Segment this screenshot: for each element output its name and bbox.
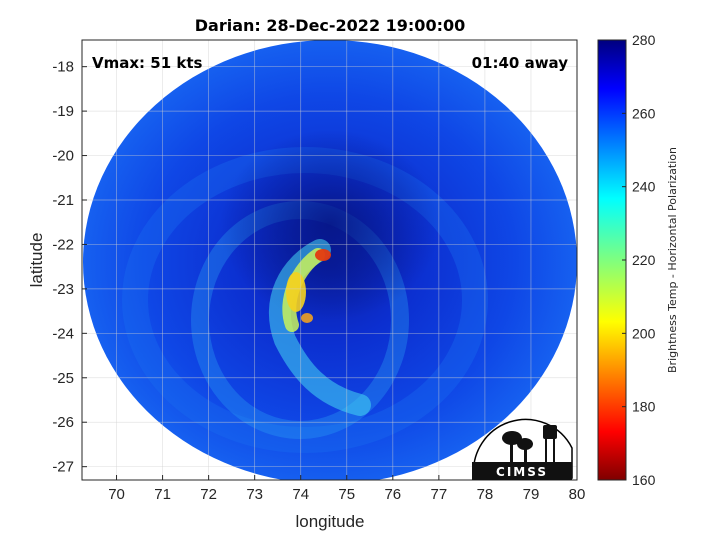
chart-title: Darian: 28-Dec-2022 19:00:00 [195, 16, 465, 35]
x-tick-label: 75 [338, 486, 355, 503]
vmax-annotation: Vmax: 51 kts [92, 54, 202, 72]
cimss-logo: CIMSS [472, 418, 573, 480]
colorbar-label: Brightness Temp - Horizontal Polarizatio… [666, 147, 679, 373]
x-tick-label: 79 [523, 486, 540, 503]
x-axis-label: longitude [295, 512, 364, 531]
colorbar-tick-label: 220 [632, 252, 656, 268]
x-tick-label: 77 [431, 486, 448, 503]
colorbar-tick-label: 240 [632, 179, 656, 195]
x-tick-label: 78 [477, 486, 494, 503]
y-tick-label: -19 [52, 103, 74, 120]
convection-hotspot [315, 249, 331, 261]
y-tick-label: -27 [52, 459, 74, 476]
x-ticks: 70 71 72 73 74 75 76 77 78 79 80 [108, 475, 585, 503]
satellite-dish-icon [502, 431, 533, 462]
logo-text: CIMSS [496, 465, 548, 479]
colorbar-tick-label: 280 [632, 32, 656, 48]
y-tick-label: -20 [52, 148, 74, 165]
grid [82, 40, 578, 480]
x-tick-label: 73 [246, 486, 263, 503]
y-tick-label: -21 [52, 192, 74, 209]
x-tick-label: 70 [108, 486, 125, 503]
colorbar-ticks: 280 260 240 220 200 180 160 [622, 32, 656, 488]
y-tick-label: -24 [52, 325, 74, 342]
colorbar-tick-label: 200 [632, 325, 656, 341]
x-tick-label: 80 [569, 486, 586, 503]
x-tick-label: 72 [200, 486, 217, 503]
y-tick-label: -26 [52, 414, 74, 431]
cold-core [220, 130, 440, 320]
colorbar [597, 39, 627, 481]
y-ticks: -18 -19 -20 -21 -22 -23 -24 -25 -26 -27 [52, 59, 87, 476]
y-tick-label: -18 [52, 59, 74, 76]
colorbar-tick-label: 260 [632, 105, 656, 121]
swath-layer [83, 40, 577, 480]
logo-bar [472, 462, 572, 480]
x-tick-label: 74 [292, 486, 309, 503]
time-offset-annotation: 01:40 away [472, 54, 569, 72]
y-tick-label: -25 [52, 370, 74, 387]
colorbar-tick-label: 160 [632, 472, 656, 488]
convection-spot [301, 313, 313, 323]
axes-frame [81, 39, 578, 481]
colorbar-tick-label: 180 [632, 399, 656, 415]
x-tick-label: 71 [154, 486, 171, 503]
y-axis-label: latitude [27, 233, 46, 288]
convection-core [286, 272, 306, 312]
y-tick-label: -22 [52, 236, 74, 253]
water-tower-icon [543, 425, 557, 462]
x-tick-label: 76 [384, 486, 401, 503]
y-tick-label: -23 [52, 281, 74, 298]
